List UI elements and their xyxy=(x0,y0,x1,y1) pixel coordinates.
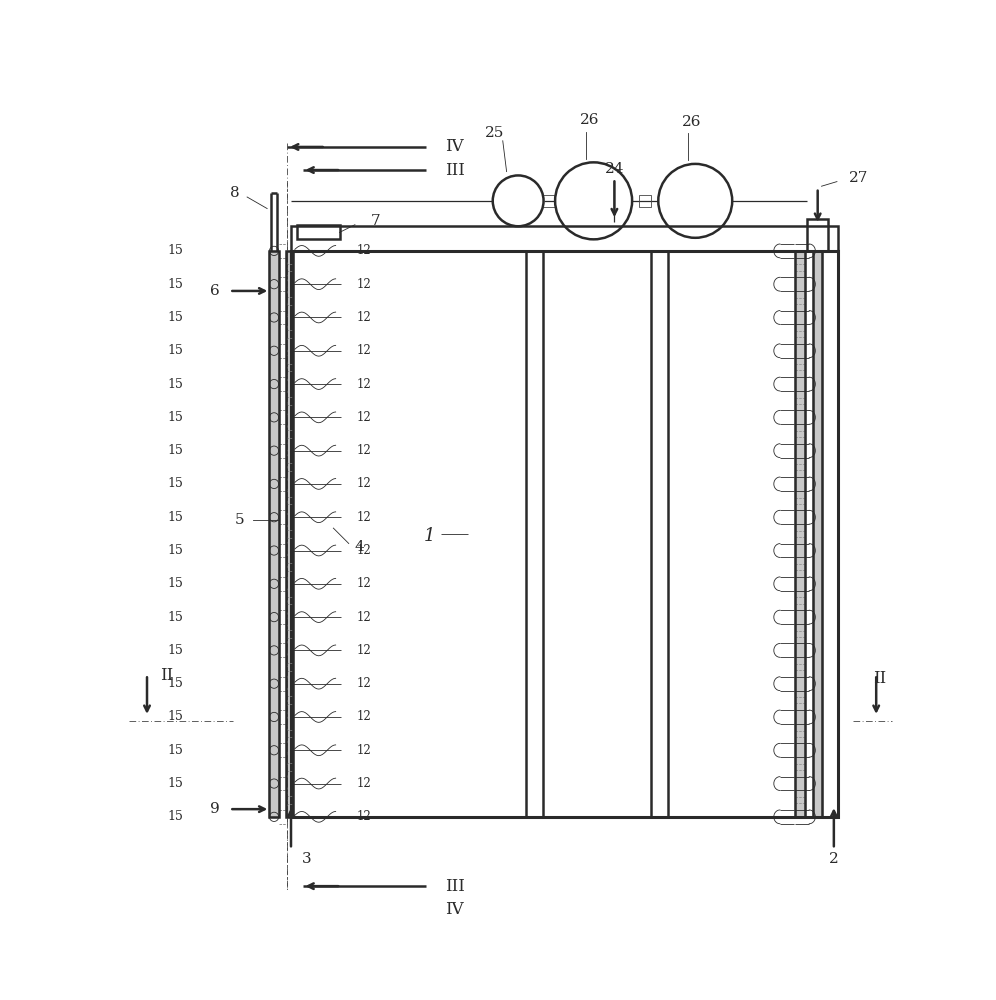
Text: 24: 24 xyxy=(605,162,624,176)
Bar xyxy=(286,251,293,817)
Text: 15: 15 xyxy=(167,444,183,457)
Text: 15: 15 xyxy=(167,311,183,324)
Text: 15: 15 xyxy=(167,777,183,790)
Text: 3: 3 xyxy=(302,852,311,866)
Bar xyxy=(269,251,280,817)
Text: 15: 15 xyxy=(167,677,183,690)
Text: 12: 12 xyxy=(357,644,372,657)
Text: 12: 12 xyxy=(357,810,372,823)
Text: 15: 15 xyxy=(167,344,183,357)
Text: 15: 15 xyxy=(167,477,183,490)
Bar xyxy=(796,251,805,817)
Text: 12: 12 xyxy=(357,477,372,490)
Text: III: III xyxy=(445,878,465,895)
Text: 25: 25 xyxy=(485,126,505,140)
Text: 12: 12 xyxy=(357,344,372,357)
Text: 26: 26 xyxy=(580,113,600,127)
Text: 12: 12 xyxy=(357,311,372,324)
Text: 12: 12 xyxy=(357,544,372,557)
Bar xyxy=(291,251,838,817)
Text: 7: 7 xyxy=(371,214,379,228)
Text: 9: 9 xyxy=(210,802,220,816)
Text: 15: 15 xyxy=(167,544,183,557)
Text: 12: 12 xyxy=(357,378,372,391)
Text: 15: 15 xyxy=(167,644,183,657)
Text: 15: 15 xyxy=(167,744,183,757)
Text: IV: IV xyxy=(445,901,463,918)
Text: 4: 4 xyxy=(355,540,364,554)
Bar xyxy=(269,251,280,817)
Text: 15: 15 xyxy=(167,378,183,391)
Bar xyxy=(543,195,556,207)
Text: IV: IV xyxy=(445,138,463,155)
Text: 27: 27 xyxy=(849,171,868,185)
Bar xyxy=(796,251,805,817)
Text: 15: 15 xyxy=(167,244,183,257)
Text: 15: 15 xyxy=(167,511,183,524)
Text: 12: 12 xyxy=(357,511,372,524)
Text: 12: 12 xyxy=(357,744,372,757)
Bar xyxy=(639,195,651,207)
Text: 12: 12 xyxy=(357,411,372,424)
Bar xyxy=(291,226,838,251)
Text: 15: 15 xyxy=(167,810,183,823)
Bar xyxy=(807,219,829,251)
Text: 15: 15 xyxy=(167,710,183,723)
Bar xyxy=(813,251,823,817)
Text: 12: 12 xyxy=(357,577,372,590)
Text: 12: 12 xyxy=(357,444,372,457)
Text: 12: 12 xyxy=(357,777,372,790)
Text: III: III xyxy=(445,162,465,179)
Text: 1: 1 xyxy=(424,527,435,545)
Text: 15: 15 xyxy=(167,611,183,624)
Text: 12: 12 xyxy=(357,244,372,257)
Text: 5: 5 xyxy=(235,513,245,527)
Bar xyxy=(286,251,293,817)
Text: 26: 26 xyxy=(681,115,701,129)
Text: II: II xyxy=(872,670,886,687)
Text: 12: 12 xyxy=(357,278,372,291)
Text: 12: 12 xyxy=(357,710,372,723)
Text: 15: 15 xyxy=(167,411,183,424)
Text: 15: 15 xyxy=(167,278,183,291)
Bar xyxy=(813,251,823,817)
Bar xyxy=(297,225,340,239)
Text: 12: 12 xyxy=(357,611,372,624)
Text: 8: 8 xyxy=(230,186,239,200)
Text: 2: 2 xyxy=(829,852,839,866)
Text: 15: 15 xyxy=(167,577,183,590)
Text: 12: 12 xyxy=(357,677,372,690)
Text: II: II xyxy=(160,667,173,684)
Text: 6: 6 xyxy=(210,284,220,298)
